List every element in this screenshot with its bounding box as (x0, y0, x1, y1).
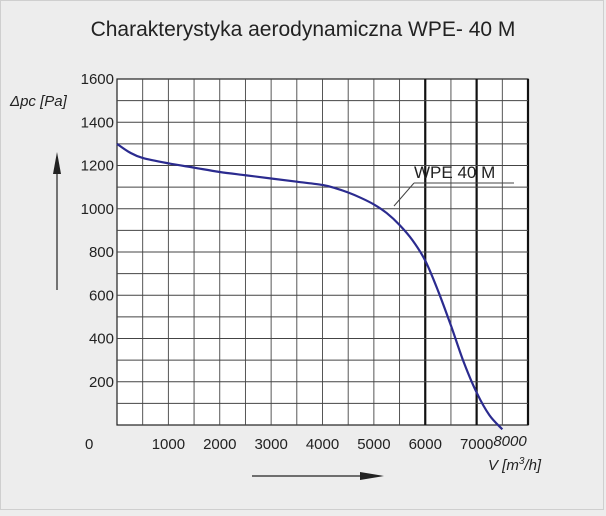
x-axis-label-main: V [m (488, 457, 519, 474)
x-axis-label-sup: 3 (519, 456, 525, 467)
y-tick-label: 1400 (81, 114, 114, 131)
series-layer: WPE 40 M (116, 142, 514, 431)
y-axis-label: Δpc [Pa] (9, 93, 68, 110)
y-tick-label: 1000 (81, 201, 114, 218)
x-arrow-head (360, 472, 384, 480)
origin-label: 0 (85, 436, 93, 453)
tick-labels: 1000 2000 3000 4000 5000 6000 7000 800016001400… (81, 71, 528, 453)
y-tick-label: 1600 (81, 71, 114, 88)
x-axis-label-end: /h] (523, 457, 542, 474)
grid (116, 78, 530, 426)
y-tick-label: 800 (89, 244, 114, 261)
y-tick-label: 1200 (81, 158, 114, 175)
y-tick-label: 600 (89, 287, 114, 304)
x-axis-label: V [m3/h] (488, 456, 542, 474)
y-tick-label: 400 (89, 331, 114, 348)
axis-labels: Δpc [Pa] V [m3/h] 0 (9, 93, 542, 480)
series-line-wpe-40-m (116, 142, 504, 431)
chart-title: Charakterystyka aerodynamiczna WPE- 40 M (90, 18, 516, 41)
x-tick-label: 7000 (460, 436, 493, 453)
x-tick-label: 8000 (493, 433, 527, 450)
y-arrow-head (53, 152, 61, 174)
x-tick-label: 4000 (306, 436, 339, 453)
x-tick-label: 3000 (254, 436, 287, 453)
x-tick-label: 5000 (357, 436, 390, 453)
series-label-leader (393, 182, 415, 207)
y-tick-label: 200 (89, 374, 114, 391)
x-tick-label: 2000 (203, 436, 236, 453)
x-tick-label: 1000 (152, 436, 185, 453)
x-tick-label: 6000 (409, 436, 442, 453)
series-label: WPE 40 M (414, 163, 495, 182)
